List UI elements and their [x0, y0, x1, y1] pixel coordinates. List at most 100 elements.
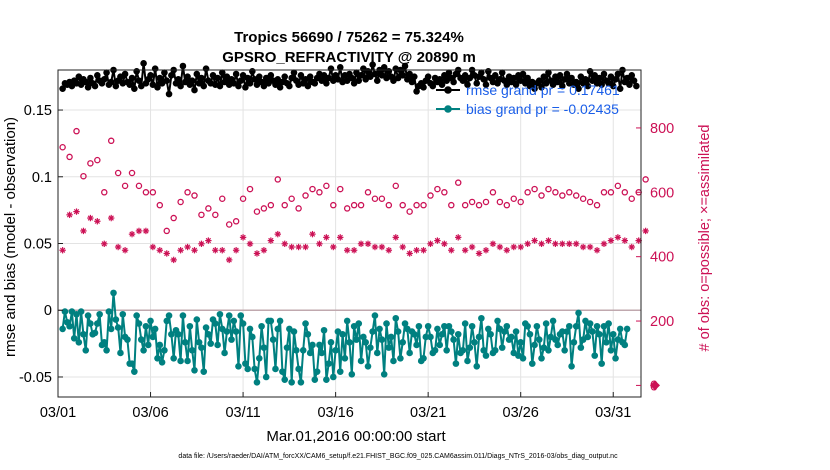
possible-obs-point — [461, 201, 469, 209]
possible-obs-point — [288, 195, 295, 202]
bias-point — [195, 338, 203, 346]
bias-point — [175, 330, 182, 338]
assimilated-obs-point — [66, 211, 73, 219]
assimilated-obs-point — [205, 237, 212, 244]
asterisk-stroke — [205, 237, 212, 244]
rmse-point — [413, 88, 420, 95]
bias-point — [103, 346, 110, 354]
possible-obs-point — [184, 189, 191, 196]
bias-point — [445, 322, 453, 330]
asterisk-stroke — [518, 244, 524, 250]
rmse-point — [473, 80, 481, 87]
bias-point — [355, 320, 363, 327]
assimilated-obs-point — [614, 234, 622, 241]
bias-point — [441, 322, 448, 330]
asterisk-stroke — [219, 247, 225, 253]
assimilated-obs-point — [59, 247, 66, 254]
possible-obs-point — [232, 218, 240, 225]
rmse-point — [135, 77, 143, 84]
bias-point — [114, 324, 122, 331]
possible-obs-point — [628, 195, 635, 202]
bias-point — [369, 328, 376, 335]
rmse-point — [582, 76, 589, 83]
bias-point — [353, 336, 360, 343]
assimilated-obs-point — [468, 243, 476, 251]
bias-point — [135, 320, 143, 327]
rmse-point — [214, 74, 221, 82]
asterisk-stroke — [233, 247, 239, 253]
bias-point — [371, 312, 379, 319]
bias-point — [239, 320, 247, 327]
legend-bias-label: bias grand pr = -0.02435 — [466, 101, 619, 117]
possible-obs-point — [336, 185, 344, 193]
asterisk-stroke — [295, 244, 302, 250]
bias-point — [128, 360, 136, 367]
bias-point — [181, 338, 189, 346]
assimilated-obs-point — [274, 230, 281, 238]
asterisk-stroke — [566, 241, 572, 247]
rmse-point — [103, 69, 110, 76]
rmse-point — [216, 82, 224, 90]
bias-point — [378, 336, 386, 343]
assimilated-obs-point — [191, 247, 198, 254]
bias-point — [387, 333, 395, 341]
rmse-point — [218, 69, 226, 76]
asterisk-stroke — [420, 247, 427, 253]
bias-point — [568, 363, 575, 370]
bias-point — [281, 376, 289, 383]
x-tick-label-2: 03/11 — [225, 405, 260, 421]
asterisk-stroke — [434, 237, 441, 244]
possible-obs-point — [607, 189, 615, 196]
assimilated-obs-point — [427, 240, 434, 247]
rmse-point — [232, 70, 240, 78]
bias-point — [339, 330, 346, 338]
assimilated-obs-point — [288, 243, 295, 251]
possible-obs-point — [503, 201, 511, 209]
assimilated-obs-point — [212, 247, 219, 254]
bias-point — [348, 371, 356, 378]
rmse-point — [616, 85, 624, 92]
bias-point — [491, 346, 499, 354]
bias-point — [380, 371, 388, 378]
asterisk-stroke — [400, 244, 406, 250]
bias-point — [184, 357, 191, 365]
rmse-point — [399, 72, 407, 79]
bias-point — [561, 346, 568, 354]
bias-point — [283, 344, 291, 351]
assimilated-obs-point — [260, 247, 268, 254]
bias-point — [119, 310, 127, 318]
x-tick-label-4: 03/21 — [410, 405, 446, 421]
possible-obs-point — [295, 205, 302, 212]
possible-obs-point — [586, 198, 594, 206]
rmse-point — [94, 72, 101, 79]
rmse-point — [133, 68, 140, 75]
assimilated-obs-point — [621, 237, 629, 244]
bias-point — [288, 379, 295, 386]
rmse-point — [161, 69, 168, 76]
rmse-point — [556, 72, 564, 79]
asterisk-stroke — [601, 241, 607, 247]
bias-point — [117, 349, 124, 357]
rmse-point — [311, 80, 319, 87]
asterisk-stroke — [143, 228, 149, 234]
possible-obs-point — [94, 156, 101, 164]
assimilated-obs-point — [642, 227, 649, 235]
rmse-point — [249, 68, 256, 75]
possible-obs-point — [600, 189, 608, 196]
asterisk-stroke — [191, 247, 198, 253]
possible-obs-point — [531, 185, 538, 193]
bias-point — [191, 367, 198, 374]
bias-point — [149, 333, 157, 341]
bias-point — [535, 336, 543, 343]
bias-point — [422, 333, 430, 341]
bias-point — [575, 309, 582, 317]
possible-obs-point — [427, 192, 434, 199]
assimilated-obs-point — [489, 240, 497, 247]
assimilated-obs-point — [163, 250, 170, 257]
bias-point — [621, 341, 629, 349]
assimilated-obs-point — [121, 247, 129, 254]
bias-point — [415, 322, 423, 330]
asterisk-stroke — [455, 234, 461, 241]
bias-point — [593, 322, 601, 330]
bias-point — [232, 328, 240, 335]
